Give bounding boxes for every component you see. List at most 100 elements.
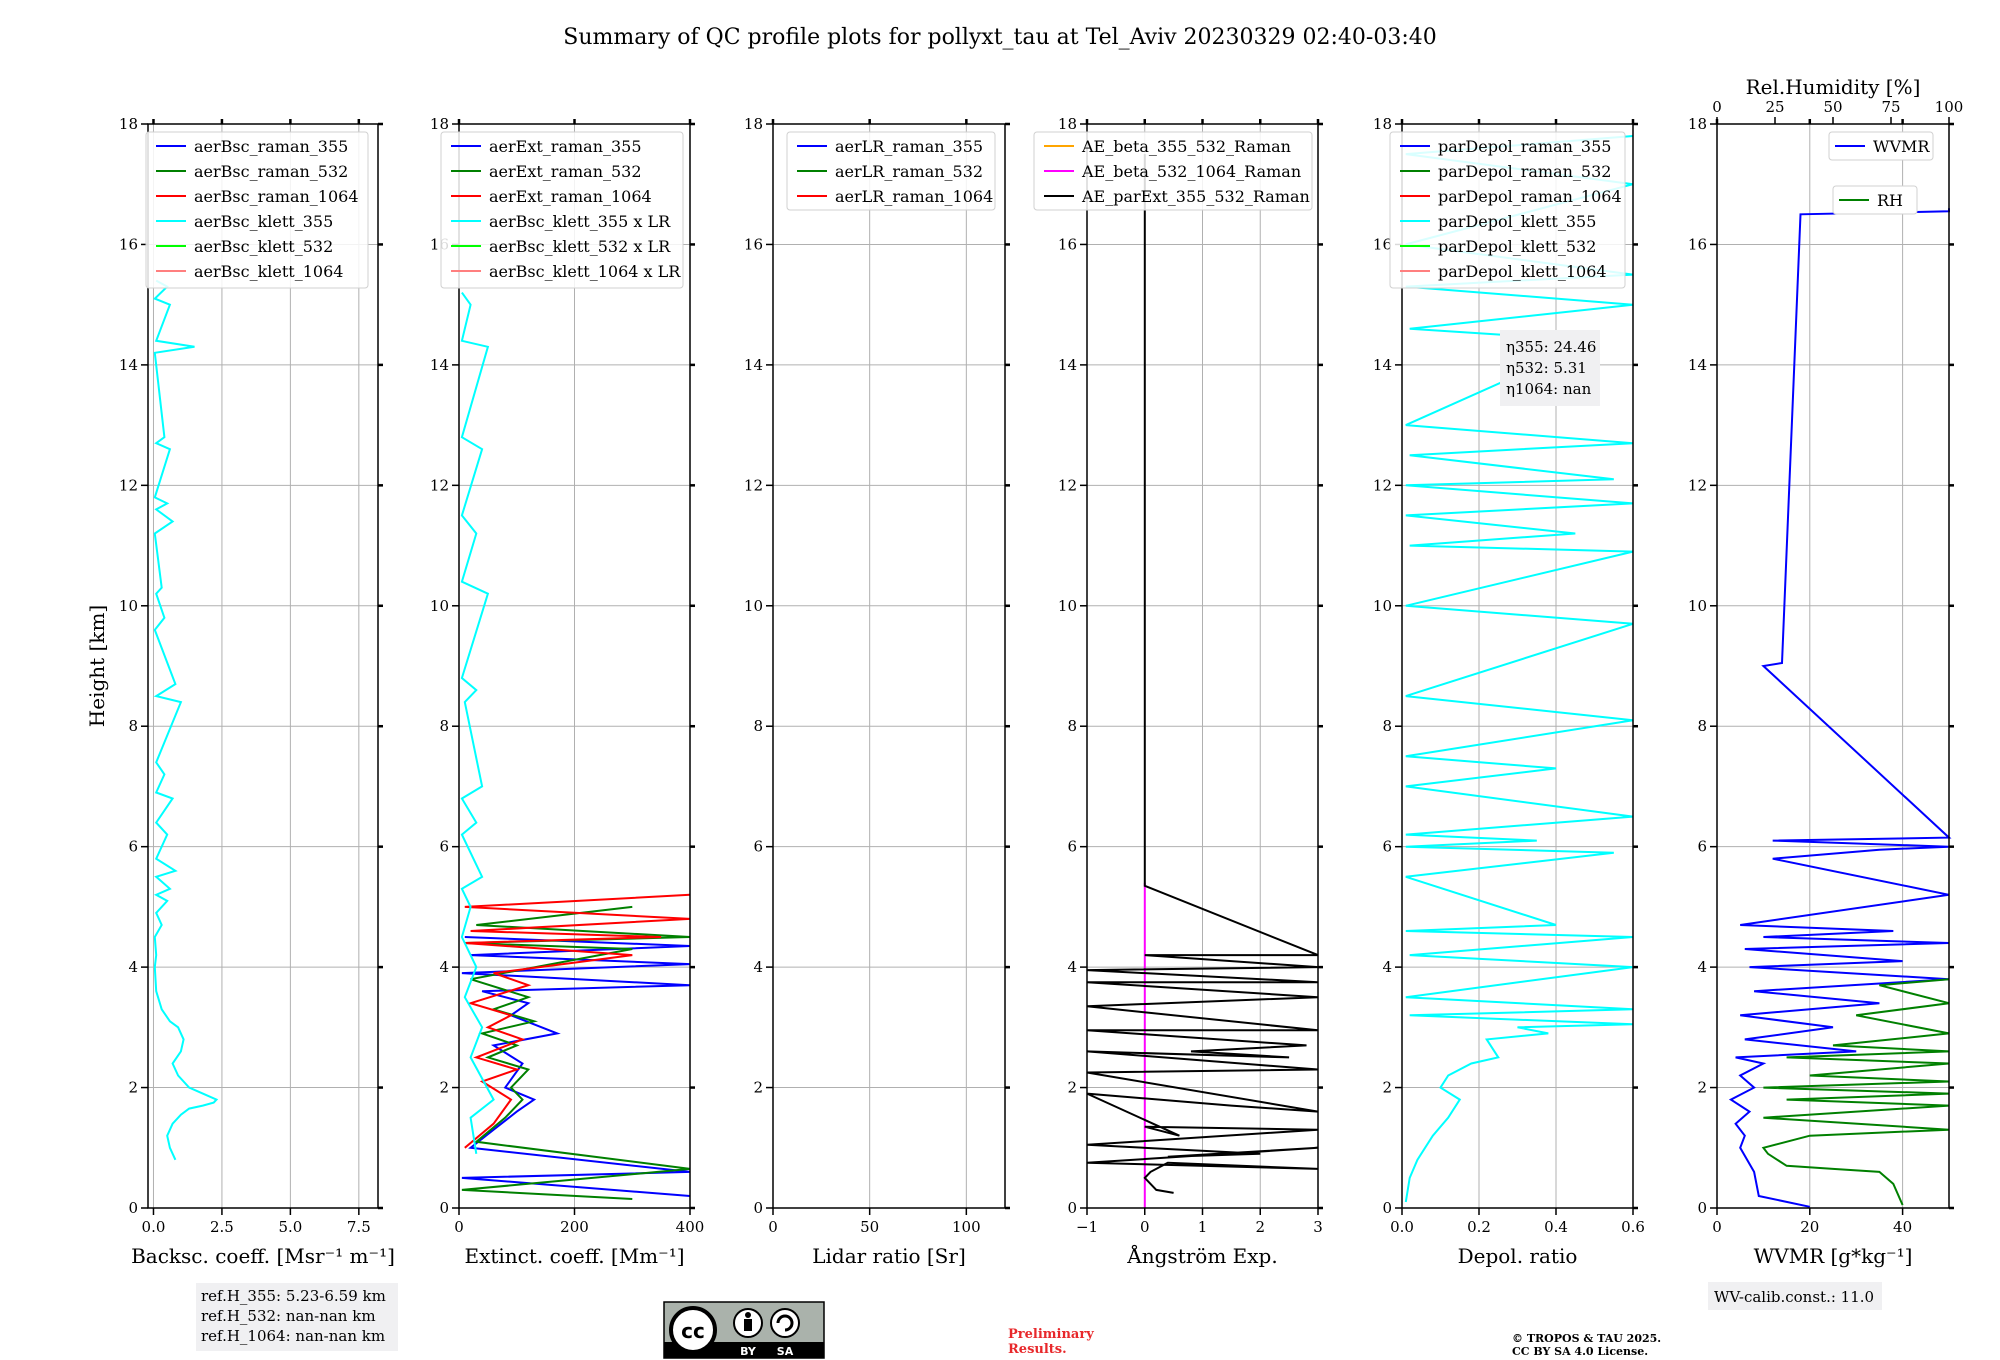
ytick-label: 12 xyxy=(744,476,763,494)
legend-entry: aerBsc_raman_1064 xyxy=(194,187,359,206)
xtick-label: 0.0 xyxy=(142,1218,166,1236)
top-xtick-label: 50 xyxy=(1823,98,1842,116)
ytick-label: 18 xyxy=(744,115,763,133)
plot-frame xyxy=(772,123,1006,1209)
legend-box xyxy=(440,131,684,289)
ytick-label: 12 xyxy=(1688,476,1707,494)
xtick-label: 0 xyxy=(1140,1218,1150,1236)
top-xtick-label: 25 xyxy=(1765,98,1784,116)
ytick-label: 14 xyxy=(430,356,449,374)
refh-532: ref.H_532: nan-nan km xyxy=(201,1307,376,1325)
ytick-label: 2 xyxy=(128,1079,138,1097)
ytick-label: 10 xyxy=(744,597,763,615)
ytick-label: 2 xyxy=(1382,1079,1392,1097)
ytick-label: 10 xyxy=(119,597,138,615)
legend-entry: aerLR_raman_1064 xyxy=(835,187,993,206)
sa-share-icon xyxy=(770,1308,800,1338)
ytick-label: 16 xyxy=(119,235,138,253)
copyright-line1: © TROPOS & TAU 2025. xyxy=(1512,1332,1661,1345)
top-x-axis-label: Rel.Humidity [%] xyxy=(1746,75,1921,99)
ytick-label: 6 xyxy=(1382,838,1392,856)
by-label: BY xyxy=(740,1345,757,1358)
ytick-label: 4 xyxy=(1382,958,1392,976)
ytick-label: 16 xyxy=(1688,235,1707,253)
legend-entry: aerLR_raman_532 xyxy=(835,162,983,181)
ytick-label: 14 xyxy=(1058,356,1077,374)
top-xtick-label: 75 xyxy=(1881,98,1900,116)
legend-entry: WVMR xyxy=(1873,137,1930,156)
series-aerExt_raman_355 xyxy=(461,936,691,1197)
results-label: Results. xyxy=(1008,1342,1067,1357)
ytick-label: 0 xyxy=(1697,1199,1707,1217)
legend-box xyxy=(1828,131,1934,161)
ytick-label: 2 xyxy=(1697,1079,1707,1097)
ytick-label: 12 xyxy=(119,476,138,494)
ytick-label: 14 xyxy=(119,356,138,374)
legend-entry: AE_parExt_355_532_Raman xyxy=(1081,187,1310,206)
ytick-label: 2 xyxy=(439,1079,449,1097)
cc-logo-text: cc xyxy=(681,1319,705,1343)
xtick-label: 100 xyxy=(952,1218,981,1236)
series-parDepol_klett_355 xyxy=(1404,135,1634,1203)
xtick-label: 20 xyxy=(1800,1218,1819,1236)
preliminary-label: Preliminary xyxy=(1008,1327,1094,1342)
xtick-label: 2 xyxy=(1255,1218,1265,1236)
eta-value: η532: 5.31 xyxy=(1506,359,1587,377)
figure-title: Summary of QC profile plots for pollyxt_… xyxy=(563,25,1436,50)
xtick-label: 0.6 xyxy=(1621,1218,1645,1236)
top-xtick-label: 0 xyxy=(1712,98,1722,116)
xtick-label: 400 xyxy=(676,1218,705,1236)
panel-backscatter: 0 2 4 6 8 10 12 14 16 18 0.0 2.5 5.0 7.5 Backsc. coeff… xyxy=(85,115,395,1268)
xtick-label: 0.4 xyxy=(1544,1218,1568,1236)
xtick-label: 0 xyxy=(454,1218,464,1236)
legend-box xyxy=(786,131,996,211)
x-axis-label: Ångström Exp. xyxy=(1126,1243,1277,1268)
sa-label: SA xyxy=(777,1345,794,1358)
panel-water-vapor: 0 2 4 6 8 10 12 14 16 18 0 20 40 WVMR [g*kg⁻¹] 0 25 50 75… xyxy=(1688,75,1963,1310)
x-axis-label: Depol. ratio xyxy=(1458,1244,1578,1268)
ytick-label: 6 xyxy=(1067,838,1077,856)
y-axis-label: Height [km] xyxy=(85,605,109,727)
xtick-label: 0 xyxy=(768,1218,778,1236)
ytick-label: 18 xyxy=(119,115,138,133)
legend-entry: aerExt_raman_1064 xyxy=(489,187,652,206)
refh-box xyxy=(196,1283,398,1351)
ytick-label: 18 xyxy=(1688,115,1707,133)
xtick-label: 5.0 xyxy=(278,1218,302,1236)
ytick-label: 14 xyxy=(1373,356,1392,374)
cc-license-badge: cc BY SA xyxy=(663,1301,825,1359)
legend-entry: aerBsc_klett_532 x LR xyxy=(489,237,671,256)
xtick-label: 50 xyxy=(860,1218,879,1236)
xtick-label: 2.5 xyxy=(210,1218,234,1236)
ytick-label: 4 xyxy=(1067,958,1077,976)
xtick-label: 40 xyxy=(1893,1218,1912,1236)
legend-box xyxy=(1033,131,1313,211)
xtick-label: 3 xyxy=(1313,1218,1323,1236)
ytick-label: 12 xyxy=(1058,476,1077,494)
top-xtick-label: 100 xyxy=(1935,98,1964,116)
legend-entry: aerBsc_klett_532 xyxy=(194,237,333,256)
xtick-label: −1 xyxy=(1076,1218,1098,1236)
ytick-label: 16 xyxy=(1373,235,1392,253)
legend-entry: AE_beta_355_532_Raman xyxy=(1081,137,1291,156)
eta-value: η1064: nan xyxy=(1506,380,1592,398)
x-axis-label: WVMR [g*kg⁻¹] xyxy=(1754,1244,1913,1268)
legend-entry: AE_beta_532_1064_Raman xyxy=(1081,162,1301,181)
ytick-label: 6 xyxy=(439,838,449,856)
series-WVMR xyxy=(1728,208,1952,1208)
xtick-label: 0 xyxy=(1712,1218,1722,1236)
series-RH xyxy=(1761,978,1950,1206)
legend-entry: parDepol_klett_532 xyxy=(1438,237,1596,256)
series-aerBsc_klett_355 xyxy=(152,279,219,1161)
legend-entry: parDepol_raman_355 xyxy=(1438,137,1611,156)
ytick-label: 12 xyxy=(1373,476,1392,494)
series-aerExt_raman_532 xyxy=(461,905,691,1200)
eta-value: η355: 24.46 xyxy=(1506,338,1596,356)
plot-frame xyxy=(1401,123,1634,1209)
plot-frame xyxy=(147,123,379,1209)
ytick-label: 0 xyxy=(753,1199,763,1217)
legend-entry: aerExt_raman_532 xyxy=(489,162,642,181)
